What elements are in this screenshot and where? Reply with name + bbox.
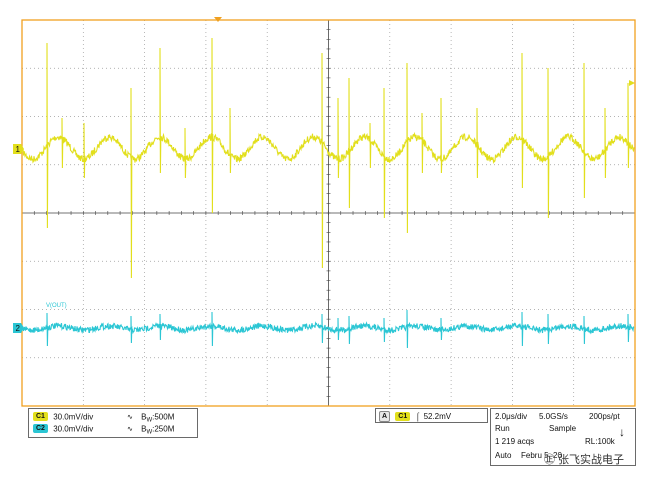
ch2-badge[interactable]: C2 [33, 424, 48, 434]
ch1-bw-prefix: B [141, 412, 147, 422]
trigger-readout-panel[interactable]: A C1 ⌠ 52.2mV [375, 408, 488, 423]
ch2-bw-sub: W [146, 429, 153, 436]
resolution: 200ps/pt [589, 412, 620, 421]
trigger-mode: Auto [495, 451, 512, 460]
ch2-ground-marker: 2 [13, 323, 24, 333]
graticule-frame [21, 19, 636, 407]
ch1-marker-label: 1 [16, 145, 21, 154]
ch2-marker-label: 2 [16, 324, 21, 333]
trigger-mode-badge: A [379, 411, 391, 422]
ch2-scale: 30.0mV/div [53, 424, 94, 434]
ch2-readout[interactable]: C2 30.0mV/div [33, 424, 94, 434]
ch2-waveform [22, 309, 635, 349]
ch2-trace-label: V(OUT) [46, 303, 67, 309]
ch1-bw-value: :500M [152, 412, 175, 422]
down-arrow-icon: ↓ [619, 425, 625, 439]
ch1-ground-marker: 1 [13, 144, 24, 154]
sample-rate: 5.0GS/s [539, 412, 568, 421]
timebase[interactable]: 2.0μs/div [495, 412, 528, 421]
ch1-badge[interactable]: C1 [33, 412, 48, 422]
acquisition-mode: Sample [549, 424, 577, 433]
ch1-readout[interactable]: C1 30.0mV/div [33, 412, 94, 422]
trigger-source-badge: C1 [395, 412, 411, 421]
trigger-slope-icon: ⌠ [415, 412, 421, 421]
acquisition-count: 1 219 acqs [495, 437, 535, 446]
graticule-grid [22, 20, 635, 406]
ch1-bw-readout: ∿ BW:500M [127, 412, 175, 424]
channel-readout-panel: C1 30.0mV/div ∿ BW:500M C2 30.0mV/div ∿ … [28, 408, 198, 438]
bw-limit-icon: ∿ [127, 425, 133, 433]
trigger-position-marker [214, 17, 222, 22]
ch2-bw-prefix: B [141, 424, 147, 434]
ch1-bw-sub: W [146, 417, 153, 424]
watermark: ㊣ 张飞实战电子 [544, 454, 625, 466]
run-state[interactable]: Run [495, 424, 510, 433]
ch1-waveform [22, 37, 635, 279]
acquisition-readout-panel: 2.0μs/div 5.0GS/s 200ps/pt Run Sample 1 … [490, 408, 636, 466]
ch1-scale: 30.0mV/div [53, 412, 94, 422]
record-length: RL:100k [585, 437, 615, 446]
date: Febru 5, 20 [521, 451, 562, 460]
ch2-bw-readout: ∿ BW:250M [127, 424, 175, 436]
bw-limit-icon: ∿ [127, 413, 133, 421]
ch2-bw-value: :250M [152, 424, 175, 434]
trigger-level-marker [629, 80, 635, 86]
trigger-level: 52.2mV [423, 412, 452, 421]
